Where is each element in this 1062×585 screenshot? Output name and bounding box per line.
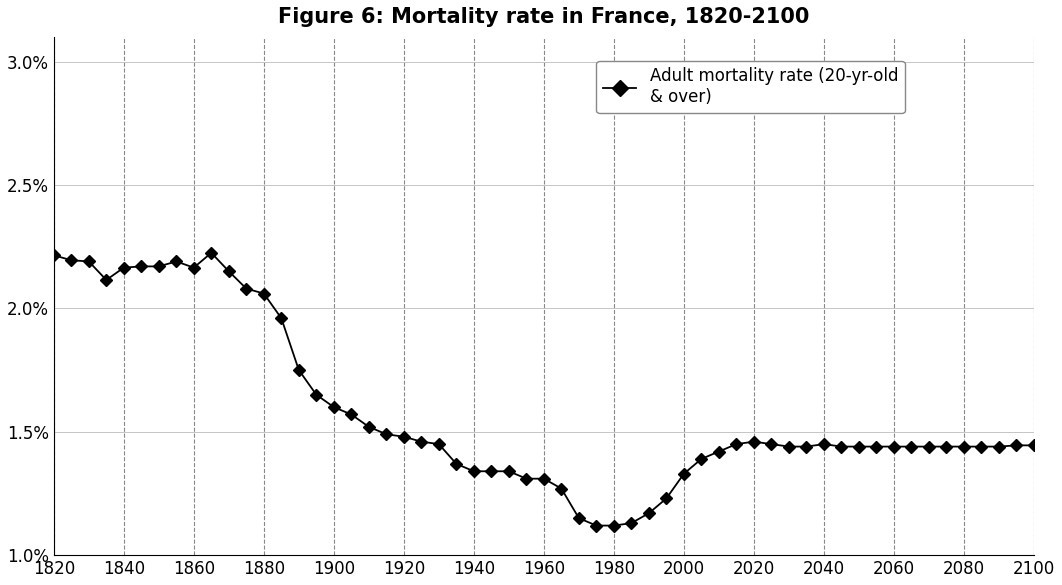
Legend: Adult mortality rate (20-yr-old
& over): Adult mortality rate (20-yr-old & over) — [596, 61, 905, 113]
Title: Figure 6: Mortality rate in France, 1820-2100: Figure 6: Mortality rate in France, 1820… — [278, 7, 809, 27]
